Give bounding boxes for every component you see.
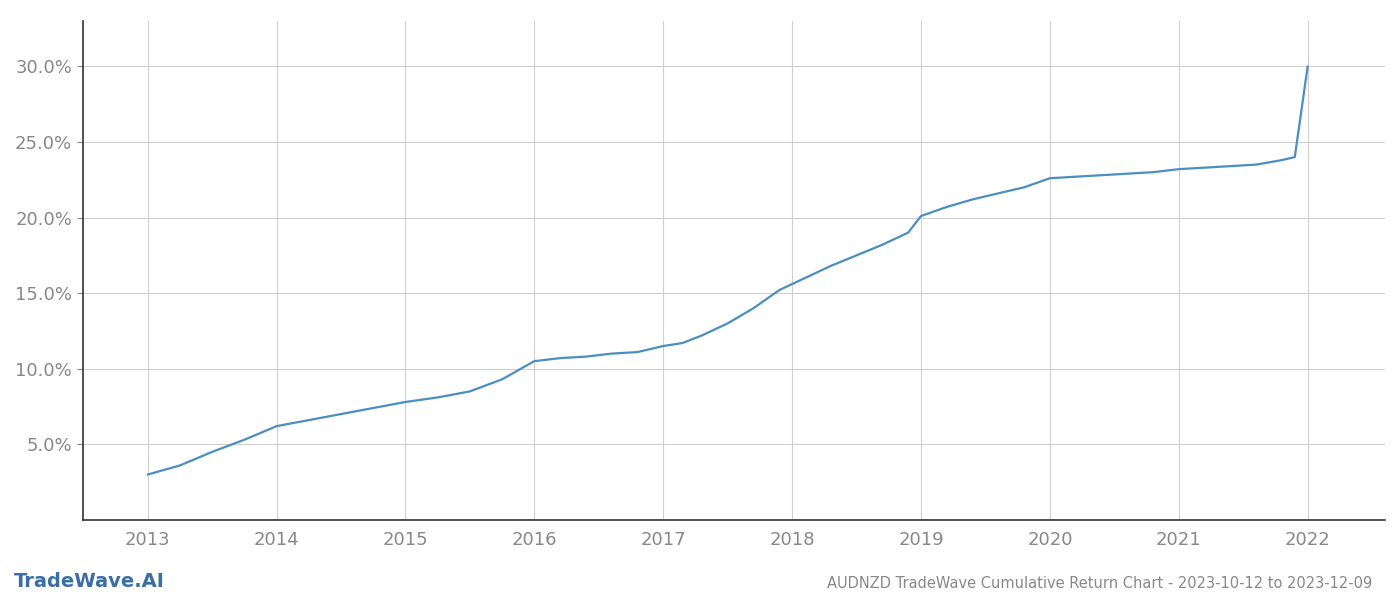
- Text: AUDNZD TradeWave Cumulative Return Chart - 2023-10-12 to 2023-12-09: AUDNZD TradeWave Cumulative Return Chart…: [827, 576, 1372, 591]
- Text: TradeWave.AI: TradeWave.AI: [14, 572, 165, 591]
